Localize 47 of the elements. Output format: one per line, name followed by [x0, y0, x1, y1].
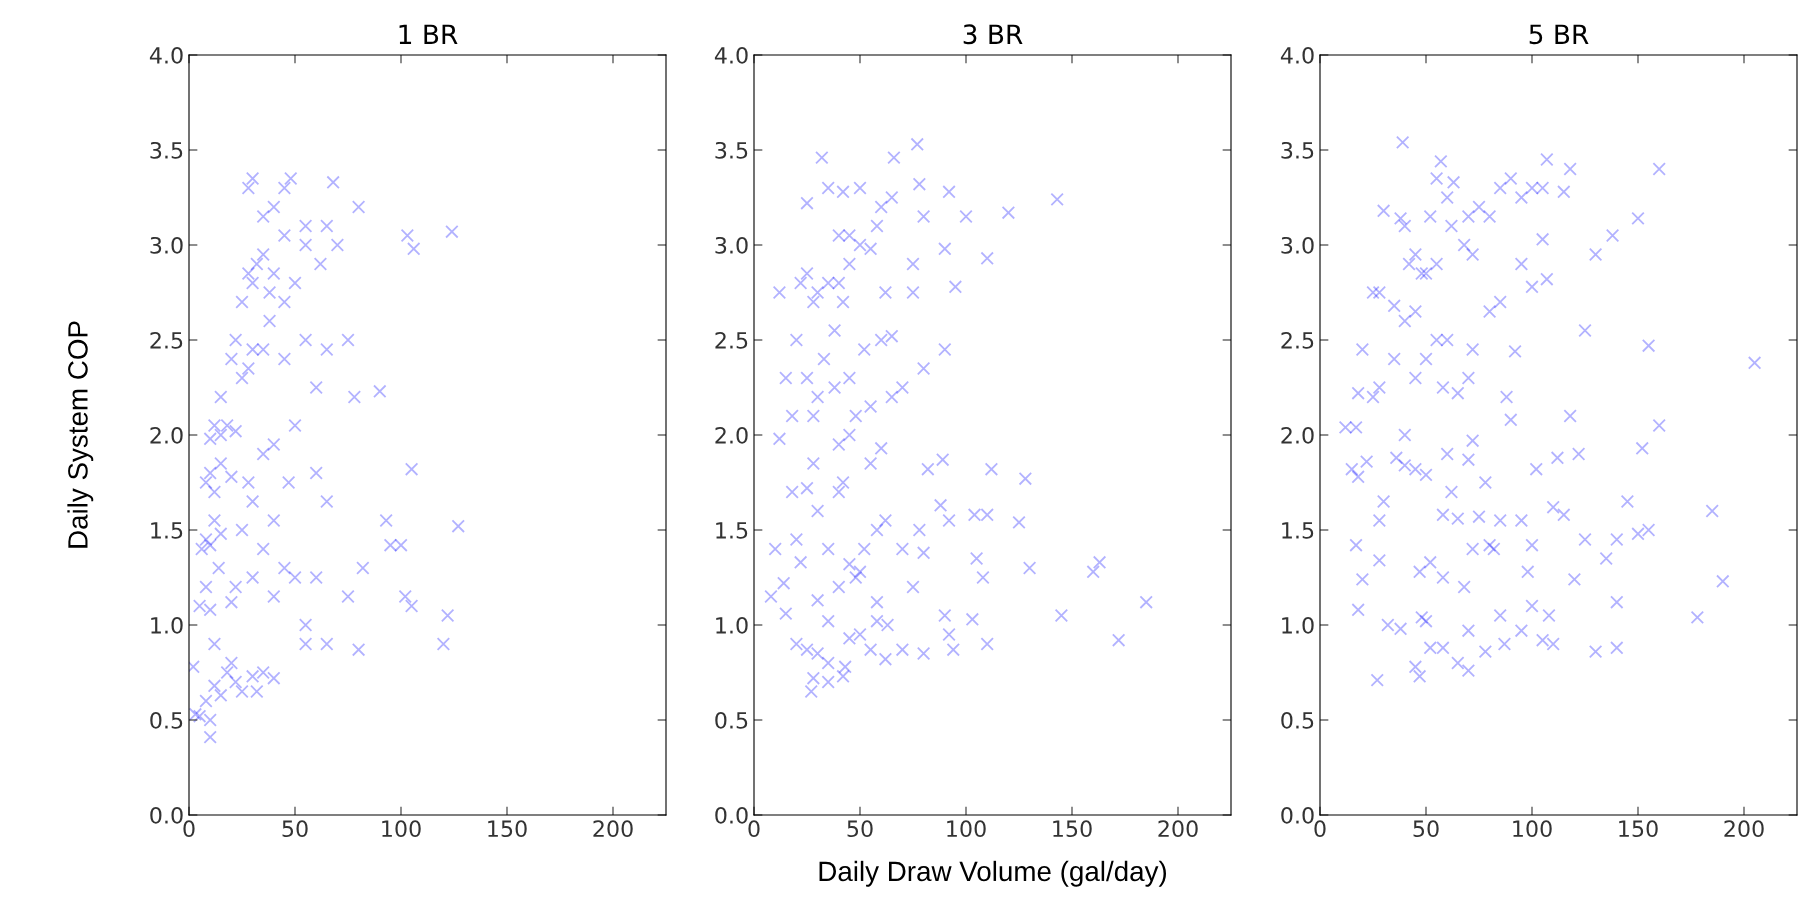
x-tick-label: 100	[382, 820, 421, 838]
chart-title: 1 BR	[399, 24, 458, 44]
y-tick-label: 3.0	[715, 236, 748, 254]
y-tick-label: 3.5	[150, 141, 183, 159]
y-tick-label: 2.0	[150, 426, 183, 444]
y-tick-label: 3.5	[715, 141, 748, 159]
y-tick-label: 1.5	[716, 522, 748, 539]
y-tick-label: 0.5	[715, 711, 748, 729]
x-axis-title: Daily Draw Volume (gal/day)	[819, 860, 1166, 887]
y-tick-label: 4.0	[1280, 46, 1314, 64]
y-tick-label: 1.5	[1282, 522, 1314, 539]
chart-title: 5 BR	[1529, 24, 1589, 45]
x-tick-label: 150	[1053, 820, 1092, 838]
x-tick-label: 50	[1413, 820, 1439, 838]
x-tick-label: 0	[748, 820, 760, 838]
x-tick-label: 0	[1314, 820, 1326, 838]
x-tick-label: 150	[1619, 820, 1658, 838]
x-tick-label: 50	[847, 820, 873, 838]
x-tick-label: 100	[947, 820, 986, 838]
x-tick-label: 200	[593, 820, 633, 838]
y-tick-label: 0.5	[1281, 711, 1314, 729]
y-tick-label: 0.0	[150, 806, 183, 824]
y-tick-label: 3.0	[1281, 236, 1314, 254]
x-tick-label: 0	[183, 820, 195, 838]
chart-title: 3 BR	[963, 24, 1023, 45]
y-tick-label: 4.0	[714, 46, 748, 64]
y-tick-label: 1.5	[151, 522, 183, 539]
y-axis-title: Daily System COP	[67, 321, 94, 548]
y-tick-label: 3.5	[1281, 141, 1314, 159]
y-tick-label: 1.0	[151, 616, 183, 634]
y-tick-label: 2.5	[150, 331, 183, 349]
y-tick-label: 0.5	[150, 711, 183, 729]
y-tick-label: 2.5	[715, 331, 748, 349]
x-tick-label: 200	[1724, 820, 1764, 838]
y-tick-label: 3.0	[150, 236, 183, 254]
y-tick-label: 1.0	[716, 616, 748, 634]
y-tick-label: 1.0	[1282, 616, 1314, 634]
x-tick-label: 100	[1513, 820, 1552, 838]
y-tick-label: 0.0	[715, 806, 748, 824]
y-tick-label: 0.0	[1281, 806, 1314, 824]
y-tick-label: 4.0	[149, 46, 183, 64]
x-tick-label: 50	[282, 820, 308, 838]
y-tick-label: 2.0	[1281, 426, 1314, 444]
x-tick-label: 150	[488, 820, 527, 838]
y-tick-label: 2.0	[715, 426, 748, 444]
y-tick-label: 2.5	[1281, 331, 1314, 349]
x-tick-label: 200	[1158, 820, 1198, 838]
